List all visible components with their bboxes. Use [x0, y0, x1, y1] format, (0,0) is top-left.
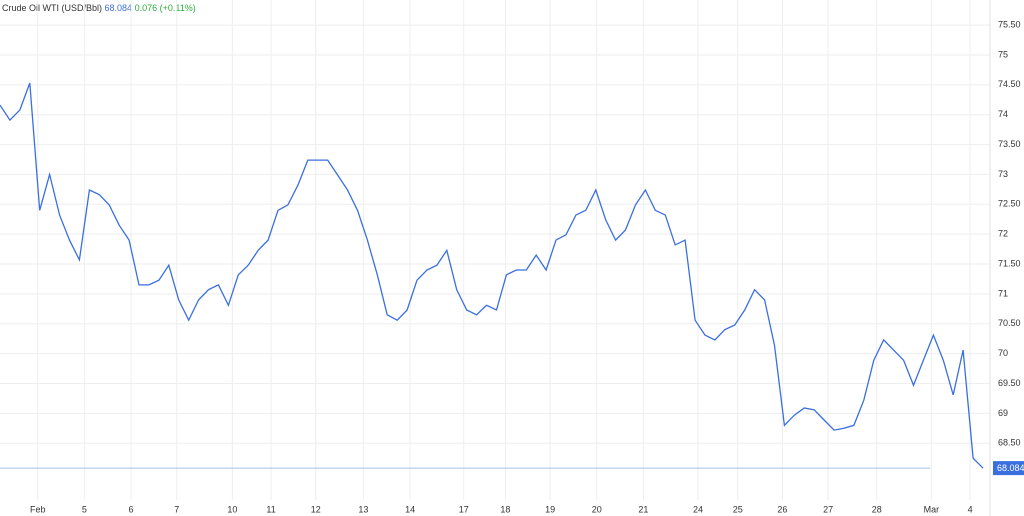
- chart-title: Crude Oil WTI (USD/Bbl): [2, 3, 102, 13]
- x-tick-label: 13: [358, 504, 368, 514]
- x-tick-label: 6: [129, 504, 134, 514]
- x-tick-label: 12: [311, 504, 321, 514]
- price: 68.084: [105, 3, 133, 13]
- price-tag: [993, 461, 1024, 476]
- x-tick-label: 25: [733, 504, 743, 514]
- y-tick-label: 74.50: [998, 79, 1021, 89]
- x-tick-label: 18: [500, 504, 510, 514]
- y-tick-label: 71: [998, 288, 1008, 298]
- x-tick-label: 27: [823, 504, 833, 514]
- y-tick-label: 68.50: [998, 438, 1021, 448]
- x-tick-label: 24: [693, 504, 703, 514]
- x-tick-label: 17: [459, 504, 469, 514]
- price-tag-label: 68.084: [997, 463, 1024, 473]
- y-tick-label: 71.50: [998, 258, 1021, 268]
- x-tick-label: 4: [968, 504, 973, 514]
- y-tick-label: 73.50: [998, 139, 1021, 149]
- y-tick-label: 70: [998, 348, 1008, 358]
- price-line: [0, 82, 984, 469]
- y-tick-label: 75.50: [998, 19, 1021, 29]
- x-tick-label: 10: [227, 504, 237, 514]
- change: 0.076: [135, 3, 158, 13]
- x-tick-label: 28: [872, 504, 882, 514]
- y-tick-label: 74: [998, 109, 1008, 119]
- x-tick-label: 7: [174, 504, 179, 514]
- y-tick-label: 70.50: [998, 318, 1021, 328]
- x-tick-label: 14: [405, 504, 415, 514]
- x-tick-label: 19: [545, 504, 555, 514]
- x-tick-label: 5: [82, 504, 87, 514]
- y-tick-label: 75: [998, 49, 1008, 59]
- change-pct: (+0.11%): [160, 3, 196, 13]
- y-tick-label: 72.50: [998, 199, 1021, 209]
- x-tick-label: Feb: [30, 504, 46, 514]
- y-tick-label: 69: [998, 408, 1008, 418]
- x-tick-label: 26: [777, 504, 787, 514]
- x-tick-label: 21: [638, 504, 648, 514]
- x-tick-label: 20: [592, 504, 602, 514]
- x-tick-label: 11: [266, 504, 275, 514]
- y-tick-label: 72: [998, 229, 1008, 239]
- y-tick-label: 73: [998, 169, 1008, 179]
- header: Crude Oil WTI (USD/Bbl) 68.084 0.076 (+0…: [2, 3, 196, 13]
- y-tick-label: 69.50: [998, 378, 1021, 388]
- x-tick-label: Mar: [924, 504, 940, 514]
